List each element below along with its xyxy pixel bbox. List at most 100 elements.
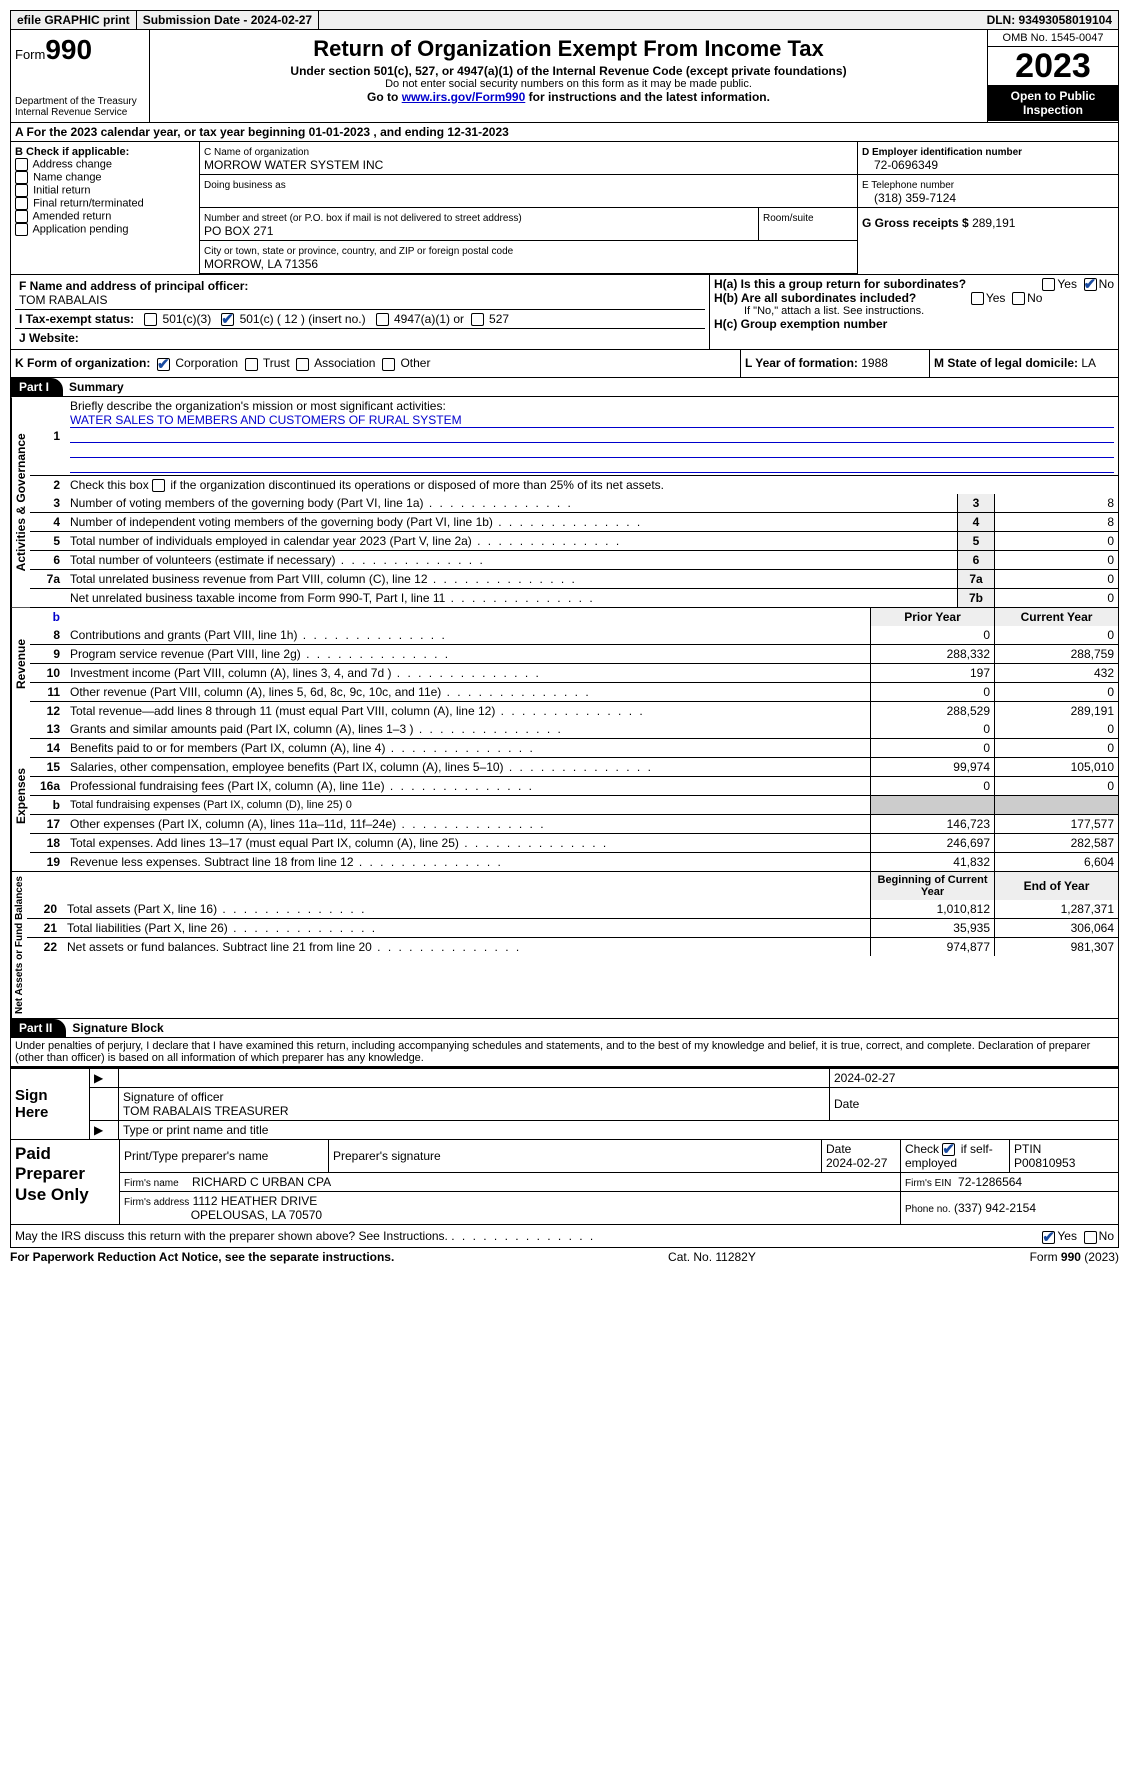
efile-print-label: efile GRAPHIC print (11, 11, 137, 29)
city-state-zip: MORROW, LA 71356 (204, 257, 318, 271)
form-number: Form990 (15, 34, 145, 66)
klm-row: K Form of organization: Corporation Trus… (10, 350, 1119, 377)
tax-year: 2023 (988, 47, 1118, 85)
checkbox-other[interactable] (382, 358, 395, 371)
checkbox-final-return[interactable] (15, 197, 28, 210)
checkbox-501c3[interactable] (144, 313, 157, 326)
ein: 72-0696349 (862, 158, 938, 172)
page-footer: For Paperwork Reduction Act Notice, see … (10, 1248, 1119, 1264)
ptin: P00810953 (1014, 1156, 1075, 1170)
net-assets-block: Net Assets or Fund Balances Beginning of… (10, 872, 1119, 1019)
summary-line: 22Net assets or fund balances. Subtract … (27, 937, 1118, 956)
irs-label: Internal Revenue Service (15, 107, 145, 118)
website-label: J Website: (19, 331, 79, 345)
checkbox-assoc[interactable] (296, 358, 309, 371)
summary-line: 6Total number of volunteers (estimate if… (30, 550, 1118, 569)
checkbox-4947[interactable] (376, 313, 389, 326)
summary-line: 17Other expenses (Part IX, column (A), l… (30, 814, 1118, 833)
box-b: B Check if applicable: Address change Na… (11, 142, 200, 274)
irs-link[interactable]: www.irs.gov/Form990 (402, 90, 526, 104)
form-footer-label: Form 990 (2023) (1030, 1250, 1119, 1264)
firm-name: RICHARD C URBAN CPA (192, 1175, 331, 1189)
sign-here-block: Sign Here ▶2024-02-27 Signature of offic… (10, 1067, 1119, 1140)
checkbox-discontinued[interactable] (152, 479, 165, 492)
checkbox-name-change[interactable] (15, 171, 28, 184)
hb-note: If "No," attach a list. See instructions… (714, 305, 1114, 317)
officer-group-block: F Name and address of principal officer:… (10, 275, 1119, 350)
street-address: PO BOX 271 (204, 224, 273, 238)
summary-line: 13Grants and similar amounts paid (Part … (30, 720, 1118, 739)
summary-line: 4Number of independent voting members of… (30, 512, 1118, 531)
checkbox-initial-return[interactable] (15, 184, 28, 197)
state-domicile: LA (1081, 356, 1096, 370)
summary-line: bTotal fundraising expenses (Part IX, co… (30, 795, 1118, 814)
checkbox-discuss-no[interactable] (1084, 1231, 1097, 1244)
summary-line: 10Investment income (Part VIII, column (… (30, 663, 1118, 682)
principal-officer: TOM RABALAIS (19, 293, 107, 307)
officer-name: TOM RABALAIS TREASURER (123, 1104, 289, 1118)
rev-header-row: Revenue b Prior Year Current Year 8Contr… (10, 608, 1119, 720)
expenses-block: Expenses 13Grants and similar amounts pa… (10, 720, 1119, 872)
form-title: Return of Organization Exempt From Incom… (154, 36, 983, 62)
checkbox-501c[interactable] (221, 313, 234, 326)
checkbox-trust[interactable] (245, 358, 258, 371)
subtitle-1: Under section 501(c), 527, or 4947(a)(1)… (154, 64, 983, 78)
checkbox-ha-no[interactable] (1084, 278, 1097, 291)
part2-header: Part IISignature Block (10, 1019, 1119, 1038)
checkbox-hb-yes[interactable] (971, 292, 984, 305)
summary-line: 9Program service revenue (Part VIII, lin… (30, 644, 1118, 663)
summary-line: 18Total expenses. Add lines 13–17 (must … (30, 833, 1118, 852)
firm-addr2: OPELOUSAS, LA 70570 (191, 1208, 322, 1222)
summary-line: 11Other revenue (Part VIII, column (A), … (30, 682, 1118, 701)
summary-line: 8Contributions and grants (Part VIII, li… (30, 626, 1118, 645)
ha-row: H(a) Is this a group return for subordin… (714, 277, 1114, 291)
summary-line: Net unrelated business taxable income fr… (30, 588, 1118, 607)
summary-line: 5Total number of individuals employed in… (30, 531, 1118, 550)
open-to-public: Open to Public Inspection (988, 85, 1118, 121)
summary-line: 15Salaries, other compensation, employee… (30, 757, 1118, 776)
year-formation: 1988 (861, 356, 888, 370)
firm-phone: (337) 942-2154 (954, 1201, 1036, 1215)
form-header: Form990 Department of the Treasury Inter… (10, 30, 1119, 123)
summary-line: 14Benefits paid to or for members (Part … (30, 738, 1118, 757)
activities-governance: Activities & Governance 1 Briefly descri… (10, 397, 1119, 608)
summary-line: 12Total revenue—add lines 8 through 11 (… (30, 701, 1118, 720)
checkbox-discuss-yes[interactable] (1042, 1231, 1055, 1244)
perjury-declaration: Under penalties of perjury, I declare th… (10, 1038, 1119, 1067)
subtitle-2: Do not enter social security numbers on … (154, 78, 983, 90)
dept-treasury: Department of the Treasury (15, 96, 145, 107)
summary-line: 21Total liabilities (Part X, line 26)35,… (27, 918, 1118, 937)
hc-row: H(c) Group exemption number (714, 317, 1114, 331)
paid-preparer-block: Paid Preparer Use Only Print/Type prepar… (10, 1140, 1119, 1225)
subtitle-3: Go to www.irs.gov/Form990 for instructio… (154, 90, 983, 104)
checkbox-amended[interactable] (15, 210, 28, 223)
submission-date: Submission Date - 2024-02-27 (137, 11, 319, 29)
firm-ein: 72-1286564 (958, 1175, 1022, 1189)
checkbox-self-employed[interactable] (942, 1143, 955, 1156)
org-name: MORROW WATER SYSTEM INC (204, 158, 383, 172)
summary-line: 3Number of voting members of the governi… (30, 494, 1118, 513)
discuss-row: May the IRS discuss this return with the… (10, 1225, 1119, 1248)
checkbox-hb-no[interactable] (1012, 292, 1025, 305)
checkbox-ha-yes[interactable] (1042, 278, 1055, 291)
firm-addr1: 1112 HEATHER DRIVE (193, 1194, 318, 1208)
checkbox-527[interactable] (471, 313, 484, 326)
phone: (318) 359-7124 (862, 191, 956, 205)
checkbox-app-pending[interactable] (15, 223, 28, 236)
tax-period-row: A For the 2023 calendar year, or tax yea… (10, 123, 1119, 142)
box-c: C Name of organization MORROW WATER SYST… (200, 142, 857, 274)
checkbox-corp[interactable] (157, 358, 170, 371)
sig-date: 2024-02-27 (830, 1069, 1119, 1088)
summary-line: 16aProfessional fundraising fees (Part I… (30, 776, 1118, 795)
checkbox-address-change[interactable] (15, 158, 28, 171)
top-bar: efile GRAPHIC print Submission Date - 20… (10, 10, 1119, 30)
prep-date: 2024-02-27 (826, 1156, 887, 1170)
hb-row: H(b) Are all subordinates included? Yes … (714, 291, 1114, 305)
self-employed-cell: Check if self-employed (901, 1140, 1010, 1173)
summary-line: 20Total assets (Part X, line 16)1,010,81… (27, 900, 1118, 919)
summary-line: 7aTotal unrelated business revenue from … (30, 569, 1118, 588)
room-suite-label: Room/suite (763, 213, 814, 224)
summary-line: 19Revenue less expenses. Subtract line 1… (30, 852, 1118, 871)
entity-info-block: B Check if applicable: Address change Na… (10, 142, 1119, 275)
omb-number: OMB No. 1545-0047 (988, 30, 1118, 47)
